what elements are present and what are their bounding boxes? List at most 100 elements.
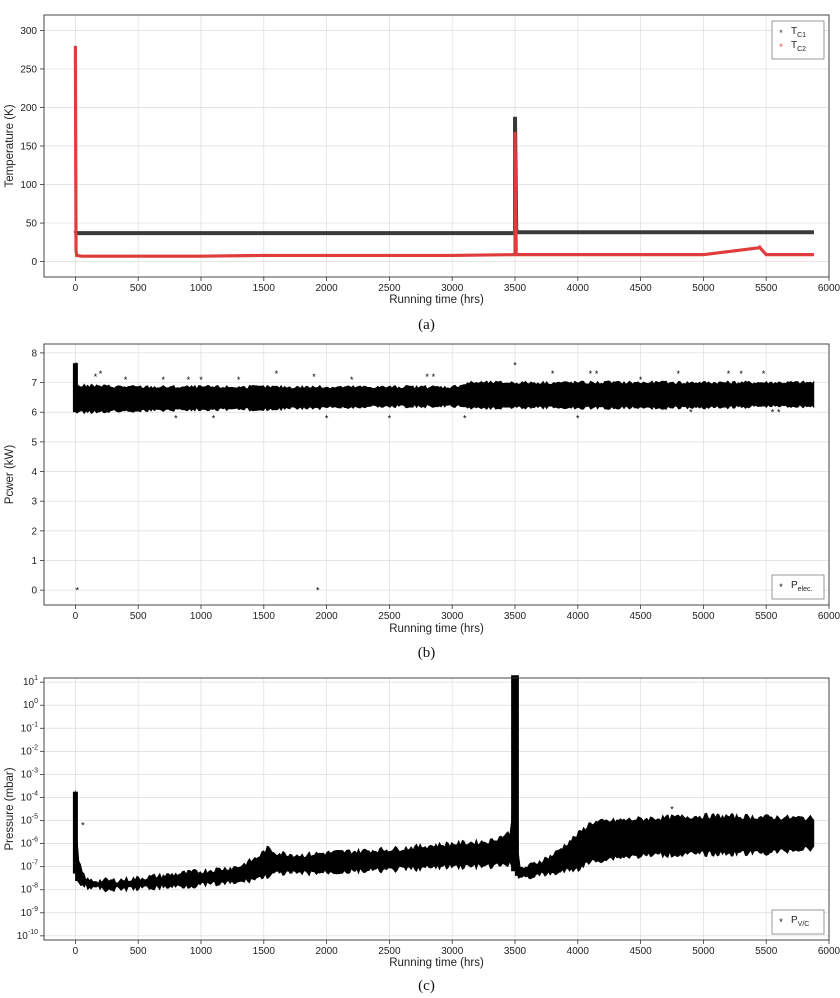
y-tick-label: 10-5 <box>21 814 38 827</box>
data-point-outlier: * <box>639 375 643 385</box>
legend-marker: * <box>779 28 783 38</box>
y-tick-label: 200 <box>20 103 37 114</box>
y-tick-label: 50 <box>26 219 38 230</box>
x-tick-label: 2000 <box>315 946 338 957</box>
y-tick-label: 6 <box>31 408 37 419</box>
panel-caption: (c) <box>418 978 435 994</box>
data-point-outlier: * <box>162 375 166 385</box>
data-point-outlier: * <box>350 375 354 385</box>
x-tick-label: 500 <box>130 611 147 622</box>
y-axis-label: Pressure (mbar) <box>4 767 16 850</box>
data-point-outlier: * <box>777 408 781 418</box>
legend-entry: TC1 <box>791 26 806 39</box>
y-axis-ticks: 0 1 2 3 4 5 6 7 8 <box>31 348 44 597</box>
y-tick-label: 2 <box>31 526 37 537</box>
x-tick-label: 500 <box>130 946 147 957</box>
y-tick-label: 10-6 <box>21 837 38 850</box>
data-band-PV/C <box>75 678 815 893</box>
grid <box>44 15 830 277</box>
data-point-outlier: * <box>762 369 766 379</box>
data-point-outlier: * <box>81 821 85 831</box>
x-tick-label: 0 <box>73 611 79 622</box>
x-axis-ticks: 0 500 1000 1500 2000 2500 3000 3500 4000 4500 5000… <box>73 940 840 957</box>
y-tick-label: 7 <box>31 378 37 389</box>
y-axis-label: Pcwer (kW) <box>4 445 16 505</box>
legend: * PV/C <box>771 909 825 935</box>
y-tick-label: 10-7 <box>21 860 38 873</box>
data-point-outlier: * <box>76 586 80 596</box>
data-point-outlier: * <box>94 372 98 382</box>
x-tick-label: 4500 <box>629 611 652 622</box>
data-line-TC2 <box>73 45 814 258</box>
x-tick-label: 1500 <box>253 283 276 294</box>
panel-caption: (a) <box>418 317 435 333</box>
plot-frame <box>43 677 830 941</box>
data-spike-start <box>72 363 78 413</box>
data-series: * <box>73 45 814 258</box>
x-axis-label: Running time (hrs) <box>389 623 484 635</box>
data-point-outlier: * <box>199 375 203 385</box>
x-tick-label: 1000 <box>190 946 213 957</box>
legend-marker: * <box>779 582 783 592</box>
data-point-outlier: * <box>689 408 693 418</box>
x-tick-label: 6000 <box>818 283 840 294</box>
grid <box>44 678 830 940</box>
y-axis-ticks: 0 50 100 150 200 250 300 <box>20 26 44 268</box>
data-point-outlier: * <box>237 375 241 385</box>
data-spike-PV/C <box>514 675 519 876</box>
data-point-outlier: * <box>124 375 128 385</box>
data-point-outlier: * <box>677 369 681 379</box>
x-tick-label: 0 <box>73 283 79 294</box>
data-series: **** * *** **** ****** ****** ***** * ** * <box>72 360 815 596</box>
legend-entry: Pelec. <box>791 580 813 593</box>
data-point-outlier: * <box>174 414 178 424</box>
y-tick-label: 10-1 <box>21 721 38 734</box>
x-axis-label: Running time (hrs) <box>389 294 484 306</box>
x-tick-label: 500 <box>130 283 147 294</box>
x-axis-label: Running time (hrs) <box>389 957 484 969</box>
data-point-outlier: * <box>727 369 731 379</box>
y-tick-label: 5 <box>31 437 37 448</box>
data-series: * * * <box>72 675 815 893</box>
data-point-outlier: * <box>739 369 743 379</box>
legend-box <box>771 20 825 60</box>
y-tick-label: 10-3 <box>21 767 38 780</box>
x-tick-label: 3500 <box>504 611 527 622</box>
legend-entry: TC2 <box>791 40 806 53</box>
x-tick-label: 5500 <box>755 611 778 622</box>
panel-caption: (b) <box>418 645 436 661</box>
data-line-TC1 <box>73 116 814 236</box>
y-tick-label: 250 <box>20 64 37 75</box>
grid <box>44 344 830 605</box>
data-point-outlier: * <box>595 369 599 379</box>
y-tick-label: 101 <box>23 675 38 688</box>
legend: * TC1 * TC2 <box>771 20 825 60</box>
x-tick-label: 4000 <box>567 283 590 294</box>
data-point-outlier: * <box>589 369 593 379</box>
y-tick-label: 0 <box>31 257 37 268</box>
x-axis-ticks: 0 500 1000 1500 2000 2500 3000 3500 4000 4500 5000… <box>73 277 840 294</box>
x-tick-label: 4500 <box>629 946 652 957</box>
data-band-Pelec. <box>75 380 815 415</box>
legend-box <box>771 574 825 600</box>
y-tick-label: 10-8 <box>21 883 38 896</box>
y-tick-label: 3 <box>31 497 37 508</box>
x-tick-label: 1000 <box>190 283 213 294</box>
legend-box <box>771 909 825 935</box>
y-tick-label: 4 <box>31 467 37 478</box>
x-tick-label: 5000 <box>692 946 715 957</box>
legend-marker: * <box>779 42 783 52</box>
data-point-outlier: * <box>212 414 216 424</box>
y-tick-label: 150 <box>20 142 37 153</box>
data-point-outlier: * <box>758 243 762 253</box>
data-point-outlier: * <box>425 372 429 382</box>
x-tick-label: 4000 <box>567 611 590 622</box>
x-tick-label: 3000 <box>441 611 464 622</box>
plot-frame <box>43 343 830 606</box>
data-point-outlier: * <box>99 369 103 379</box>
panel-a-temperature-chart: *0 500 1000 1500 2000 2500 3000 3500 4000 4500 500… <box>4 14 840 333</box>
y-tick-label: 100 <box>23 698 38 711</box>
data-point-outlier: * <box>325 414 329 424</box>
x-tick-label: 2500 <box>378 946 401 957</box>
y-axis-label: Temperature (K) <box>4 104 16 187</box>
